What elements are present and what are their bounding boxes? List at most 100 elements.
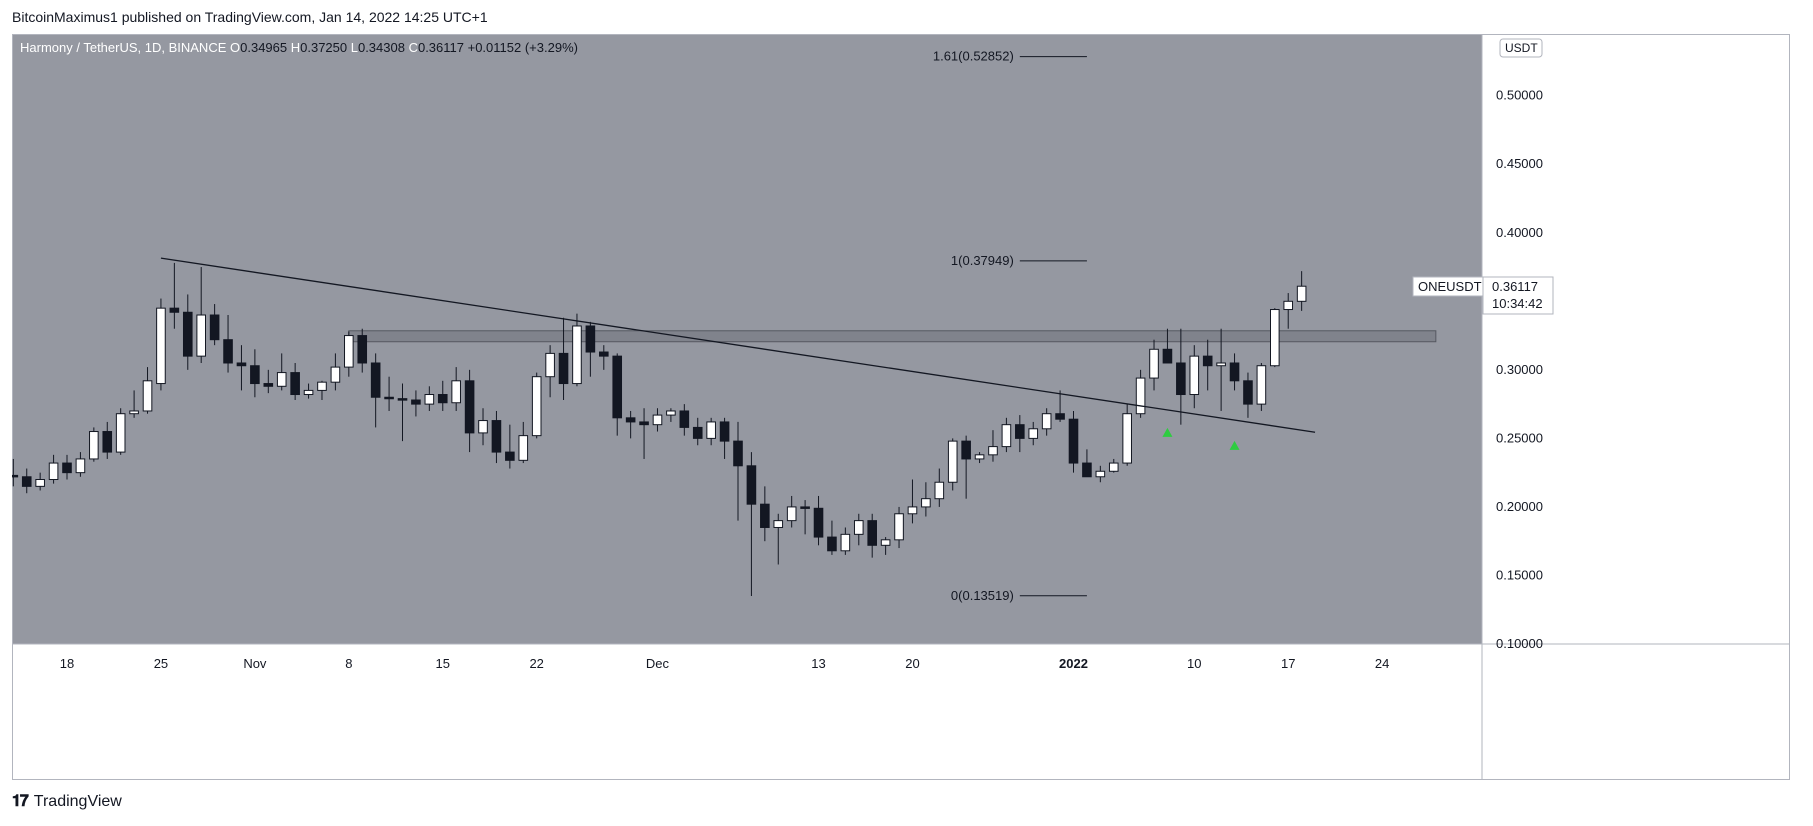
x-tick-label: 17 [1281,656,1295,671]
candle [397,383,408,442]
candle [35,472,45,491]
bearish-candle-body [599,351,609,357]
fib-level-label: 1(0.37949) [951,253,1014,268]
candle [1068,410,1079,473]
candle [129,390,139,418]
bullish-candle-body [988,446,998,456]
bearish-candle-body [746,465,757,505]
bullish-candle-body [344,335,354,368]
candle [599,345,609,370]
ohlc-legend-part: 0.34308 [358,40,409,55]
candle [276,353,287,391]
fib-level-label: 1.61(0.52852) [933,49,1014,64]
y-tick-label: 0.25000 [1496,430,1543,445]
ohlc-legend-part: +0.01152 (+3.29%) [468,40,578,55]
bearish-candle-body [357,335,368,364]
tradingview-footer[interactable]: 𝟏𝟕 TradingView [12,793,122,811]
descending-trendline [160,257,1316,433]
bearish-candle-body [692,426,703,439]
candlestick-chart[interactable]: 0.500000.450000.400000.350000.300000.250… [12,34,1790,780]
candle [880,537,891,555]
candle [478,408,488,446]
bullish-candle-body [853,520,864,535]
candle [411,390,421,417]
candle [250,349,260,398]
x-tick-label: 13 [811,656,825,671]
symbol-tag-text: ONEUSDT [1418,279,1482,294]
bullish-candle-body [1001,424,1012,448]
bullish-candle-body [1149,348,1159,379]
candle [1041,408,1052,436]
candle [531,372,542,439]
candle [1243,372,1253,418]
candle [1122,404,1132,466]
candle [491,410,502,464]
bearish-candle-body [719,421,730,442]
bullish-candle-body [974,454,985,460]
bullish-candle-body [1296,285,1307,302]
x-tick-label: 8 [345,656,352,671]
bearish-candle-body [1229,362,1240,382]
bullish-candle-body [276,372,287,387]
bearish-candle-body [169,307,180,313]
bearish-candle-body [223,339,233,364]
candle [692,417,703,446]
candle [1015,415,1025,453]
bearish-candle-body [384,396,394,400]
x-tick-label: Dec [646,656,670,671]
bearish-candle-body [612,355,623,419]
bearish-candle-body [679,410,690,428]
bearish-candle-body [585,325,596,353]
candle [652,408,663,432]
bullish-candle-body [1189,355,1200,396]
candle [156,298,166,391]
bearish-candle-body [464,380,475,434]
bullish-candle-body [1135,377,1146,415]
candle [773,513,784,565]
candle [867,513,878,558]
price-tag-value: 0.36117 [1492,279,1538,294]
x-tick-label: 25 [154,656,168,671]
footer-brand: TradingView [33,793,122,810]
candle [612,353,623,436]
candle [62,454,72,480]
candle [12,458,19,487]
bullish-candle-body [478,420,488,434]
y-tick-label: 0.50000 [1496,88,1543,103]
bullish-candle-body [880,539,891,546]
bullish-candle-body [89,431,99,460]
bullish-candle-body [531,376,542,437]
candle [840,527,851,555]
x-tick-label: 18 [60,656,74,671]
candle [357,328,368,373]
candle [142,367,153,414]
ohlc-legend-part: H [291,40,300,55]
currency-text: USDT [1505,41,1538,55]
bullish-candle-body [934,481,945,500]
y-tick-label: 0.20000 [1496,499,1543,514]
bearish-candle-body [21,476,32,487]
bearish-candle-body [961,440,971,460]
bearish-candle-body [12,474,19,478]
bearish-candle-body [800,506,810,509]
bullish-candle-body [1095,470,1106,478]
candle [236,345,247,391]
bearish-candle-body [1055,413,1065,420]
ohlc-legend-part: 0.37250 [300,40,351,55]
x-tick-label: 22 [529,656,543,671]
bearish-candle-body [1162,348,1173,364]
bullish-candle-body [1283,300,1294,311]
candle [223,315,233,373]
price-tag [1482,276,1554,315]
candle [666,408,676,422]
candle [263,369,274,394]
publisher-line: BitcoinMaximus1 published on TradingView… [12,9,488,25]
bearish-candle-body [625,417,636,423]
candle [21,468,32,494]
currency-box [1499,38,1543,58]
candle [545,345,555,398]
bearish-candle-body [290,372,300,396]
bearish-candle-body [813,507,824,538]
bullish-candle-body [424,394,435,405]
candle [558,317,569,400]
